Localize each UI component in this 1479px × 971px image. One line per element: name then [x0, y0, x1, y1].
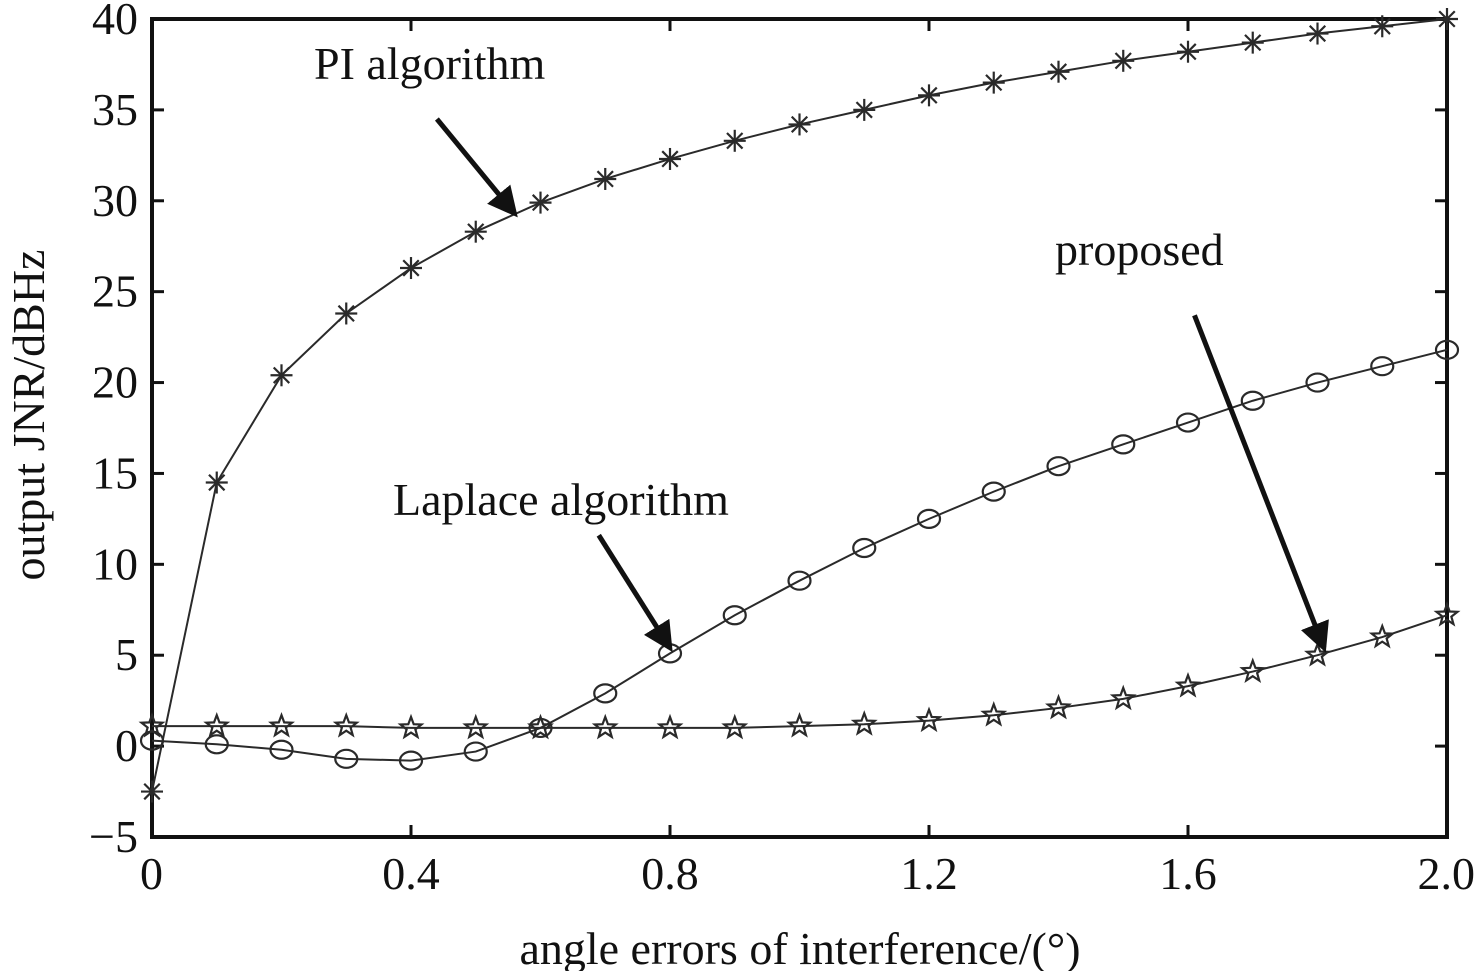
data-point-circle [787, 570, 812, 591]
data-point-star [721, 713, 749, 740]
data-point-circle [1175, 412, 1201, 433]
data-point-circle [593, 683, 618, 704]
data-point-star [527, 713, 554, 740]
data-point-asterisk [1371, 15, 1394, 38]
data-point-star [203, 711, 231, 738]
data-point-circle [269, 739, 294, 760]
data-point-asterisk [1047, 60, 1070, 83]
data-point-circle [463, 741, 488, 762]
series-circle [139, 339, 1460, 771]
data-point-star [1433, 601, 1461, 627]
y-tick-label: 30 [92, 175, 138, 226]
annotation-label: Laplace algorithm [393, 474, 729, 525]
y-tick-label: 20 [92, 357, 138, 408]
annotation-arrow [596, 533, 673, 653]
data-point-star [332, 711, 360, 738]
annotation-arrow [1192, 314, 1329, 653]
data-point-star [1368, 622, 1396, 649]
data-point-asterisk [464, 220, 487, 243]
y-tick-label: 15 [92, 447, 138, 498]
plot-border [150, 17, 1449, 839]
annotation-arrow [434, 117, 518, 218]
data-point-star [138, 711, 166, 738]
series-line-star [152, 614, 1448, 729]
data-point-asterisk [918, 84, 940, 107]
data-point-asterisk [529, 191, 552, 214]
data-point-star [656, 713, 684, 740]
data-point-asterisk [270, 364, 293, 387]
data-point-star [268, 711, 295, 738]
y-tick-label: −5 [89, 811, 138, 862]
data-point-star [1045, 693, 1072, 720]
annotation-label: proposed [1055, 224, 1224, 275]
x-tick-label: 1.6 [1159, 848, 1217, 899]
annotations: PI algorithm Laplace algorithm proposed [314, 38, 1329, 653]
series-star [138, 601, 1461, 740]
series-group [138, 8, 1461, 803]
data-point-asterisk [1112, 49, 1135, 72]
data-point-circle [334, 748, 359, 769]
y-axis-ticks: −5 0 5 10 15 20 25 30 35 40 [89, 0, 1447, 862]
data-point-asterisk [1177, 40, 1199, 63]
plot-frame [150, 17, 1449, 839]
data-point-circle [1111, 434, 1136, 455]
annotation-label: PI algorithm [314, 38, 545, 89]
series-asterisk [141, 8, 1458, 803]
x-tick-label: 0.4 [382, 848, 440, 899]
y-tick-label: 25 [92, 266, 138, 317]
data-point-asterisk [205, 471, 228, 494]
data-point-star [591, 713, 619, 740]
data-point-asterisk [1436, 8, 1458, 30]
data-point-star [1239, 657, 1267, 684]
data-point-circle [204, 734, 229, 755]
series-line-circle [151, 348, 1448, 762]
data-point-asterisk [853, 98, 876, 121]
data-point-asterisk [594, 167, 617, 190]
x-tick-label: 0 [140, 848, 163, 899]
data-point-circle [1046, 456, 1071, 477]
data-point-asterisk [788, 113, 811, 136]
data-point-star [397, 713, 425, 740]
data-point-star [462, 713, 490, 740]
data-point-star [980, 701, 1008, 727]
data-point-circle [1305, 372, 1330, 393]
data-point-asterisk [723, 129, 746, 152]
y-tick-label: 0 [115, 720, 138, 771]
data-point-asterisk [1241, 31, 1264, 54]
x-axis-title: angle errors of interference/(°) [519, 923, 1080, 971]
data-point-circle [1370, 356, 1395, 377]
data-point-star [915, 706, 943, 733]
y-tick-label: 10 [92, 538, 138, 589]
data-point-star [786, 711, 813, 738]
data-point-star [1109, 684, 1137, 711]
x-tick-label: 2.0 [1418, 848, 1476, 899]
y-tick-label: 35 [92, 84, 138, 135]
y-axis-title: output JNR/dBHz [3, 250, 54, 581]
x-tick-label: 0.8 [641, 848, 699, 899]
data-point-asterisk [659, 147, 681, 170]
y-tick-label: 5 [115, 629, 138, 680]
x-axis-ticks: 0 0.4 0.8 1.2 1.6 2.0 [140, 19, 1475, 899]
data-point-star [850, 710, 878, 736]
data-point-circle [398, 750, 424, 771]
data-point-asterisk [400, 257, 422, 280]
data-point-asterisk [1306, 22, 1329, 45]
x-tick-label: 1.2 [900, 848, 958, 899]
y-tick-label: 40 [92, 0, 138, 44]
data-point-circle [916, 508, 942, 529]
data-point-circle [1240, 390, 1265, 411]
data-point-circle [981, 481, 1006, 502]
data-point-star [1174, 671, 1202, 698]
data-point-circle [722, 605, 747, 626]
data-point-asterisk [335, 302, 358, 325]
data-point-asterisk [141, 780, 163, 803]
data-point-circle [852, 537, 877, 559]
data-point-asterisk [982, 71, 1005, 94]
data-point-circle [1434, 339, 1460, 360]
